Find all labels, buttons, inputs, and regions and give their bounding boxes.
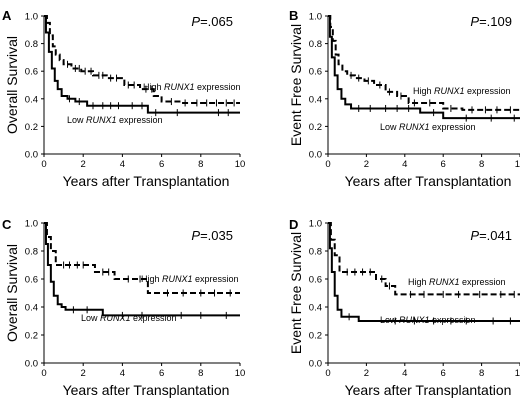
panel-a: 0.0 0.2 0.4 0.6 0.8 1.0 0 2 4 6 8 10 Years after Tra…: [2, 8, 245, 189]
y-tick-label: 0.4: [25, 94, 38, 105]
x-tick-label: 0: [41, 159, 46, 170]
p-value: P=.041: [470, 228, 512, 243]
x-tick-label: 10: [515, 159, 520, 170]
series-low-runx1-curve: [44, 15, 240, 114]
y-axis-title: Event Free Survival: [288, 24, 304, 146]
y-axis-title: Overall Survival: [4, 36, 20, 134]
x-tick-label: 8: [479, 368, 484, 379]
series-high-runx1-curve: [328, 222, 520, 296]
x-tick-label: 6: [441, 159, 446, 170]
y-tick-label: 0.6: [25, 275, 38, 286]
series-low-runx1-curve: [44, 222, 240, 317]
y-axis-title: Event Free Survival: [288, 232, 304, 354]
high-runx1-label: High RUNX1 expression: [408, 277, 506, 287]
panel-letter: A: [2, 8, 12, 23]
x-axis-title: Years after Transplantation: [345, 382, 512, 398]
y-tick-label: 0.6: [309, 275, 322, 286]
panel-letter: C: [2, 217, 12, 232]
x-tick-label: 8: [198, 368, 203, 379]
y-tick-label: 0.6: [309, 67, 322, 78]
y-tick-label: 0.8: [309, 39, 322, 50]
x-tick-label: 4: [120, 368, 125, 379]
y-tick-label: 1.0: [25, 12, 38, 23]
series-high-runx1-curve: [328, 15, 520, 111]
p-value: P=.109: [470, 14, 512, 29]
high-runx1-label: High RUNX1 expression: [143, 82, 241, 92]
y-tick-label: 0.4: [309, 303, 322, 314]
x-axis-title: Years after Transplantation: [345, 173, 512, 189]
y-tick-label: 0.0: [309, 359, 322, 370]
x-tick-label: 8: [479, 159, 484, 170]
y-tick-label: 1.0: [25, 219, 38, 230]
low-runx1-label: Low RUNX1 expression: [380, 315, 476, 325]
p-value: P=.065: [191, 14, 233, 29]
x-axis-title: Years after Transplantation: [63, 382, 230, 398]
y-tick-label: 1.0: [309, 12, 322, 23]
y-tick-label: 0.0: [25, 150, 38, 161]
y-tick-label: 0.2: [309, 331, 322, 342]
y-tick-label: 0.2: [25, 122, 38, 133]
x-tick-label: 0: [325, 368, 330, 379]
x-tick-label: 8: [198, 159, 203, 170]
x-tick-label: 6: [441, 368, 446, 379]
x-tick-label: 10: [515, 368, 520, 379]
series-high-runx1-curve: [44, 15, 240, 104]
panel-c: 0.0 0.2 0.4 0.6 0.8 1.0 0 2 4 6 8 10 Years after Tra…: [2, 217, 245, 398]
y-tick-label: 0.0: [309, 150, 322, 161]
high-runx1-label: High RUNX1 expression: [141, 274, 239, 284]
series-low-runx1-curve: [328, 222, 520, 322]
y-tick-label: 0.2: [25, 331, 38, 342]
p-value: P=.035: [191, 228, 233, 243]
y-tick-label: 0.4: [309, 94, 322, 105]
y-tick-label: 0.4: [25, 303, 38, 314]
y-axis-title: Overall Survival: [4, 244, 20, 342]
panel-letter: D: [289, 217, 298, 232]
x-tick-label: 4: [402, 159, 407, 170]
x-tick-label: 6: [159, 159, 164, 170]
x-axis-title: Years after Transplantation: [63, 173, 230, 189]
x-tick-label: 4: [120, 159, 125, 170]
series-low-runx1-curve: [328, 15, 520, 120]
x-tick-label: 10: [235, 159, 246, 170]
x-tick-label: 2: [81, 159, 86, 170]
x-tick-label: 0: [325, 159, 330, 170]
low-runx1-label: Low RUNX1 expression: [380, 122, 476, 132]
low-runx1-label: Low RUNX1 expression: [81, 313, 177, 323]
y-tick-label: 0.0: [25, 359, 38, 370]
y-tick-label: 1.0: [309, 219, 322, 230]
low-runx1-label: Low RUNX1 expression: [67, 115, 163, 125]
x-tick-label: 10: [235, 368, 246, 379]
x-tick-label: 2: [81, 368, 86, 379]
y-tick-label: 0.8: [25, 39, 38, 50]
y-tick-label: 0.2: [309, 122, 322, 133]
x-tick-label: 6: [159, 368, 164, 379]
x-tick-label: 2: [364, 159, 369, 170]
y-tick-label: 0.6: [25, 67, 38, 78]
x-tick-label: 2: [364, 368, 369, 379]
y-tick-label: 0.8: [25, 247, 38, 258]
high-runx1-label: High RUNX1 expression: [413, 86, 511, 96]
series-high-runx1-curve: [44, 222, 240, 294]
y-tick-label: 0.8: [309, 247, 322, 258]
panel-letter: B: [289, 8, 298, 23]
x-tick-label: 0: [41, 368, 46, 379]
x-tick-label: 4: [402, 368, 407, 379]
